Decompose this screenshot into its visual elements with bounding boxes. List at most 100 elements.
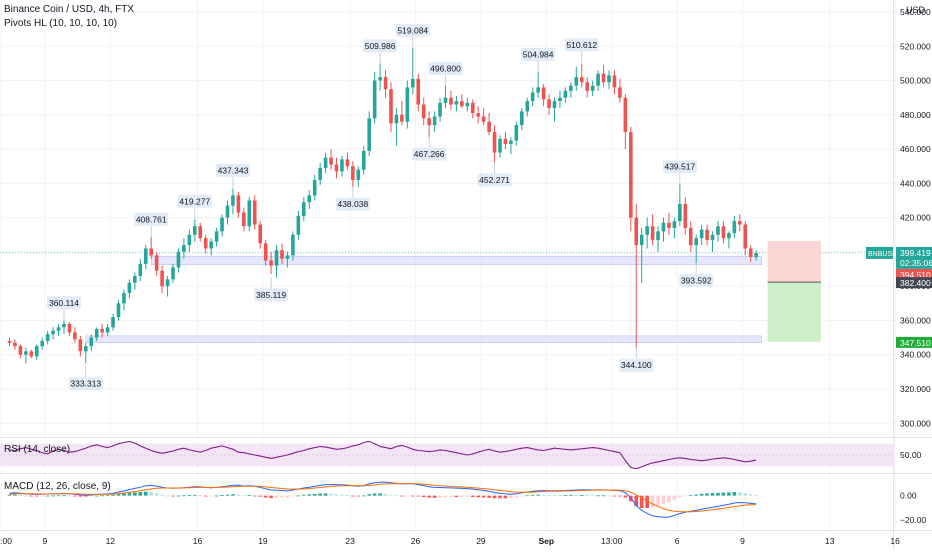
candle-body [563, 90, 568, 98]
macd-histogram-bar [552, 495, 557, 496]
macd-histogram-bar [100, 495, 104, 497]
x-tick-label: 9 [740, 536, 745, 546]
pivot-label-box [363, 39, 398, 53]
macd-histogram-bar [639, 495, 644, 509]
candle-body [171, 267, 175, 280]
macd-histogram-bar [650, 495, 655, 508]
macd-histogram-bar [302, 494, 306, 496]
macd-histogram-bar [607, 495, 611, 497]
macd-histogram-bar [280, 495, 284, 498]
x-tick-label: 9 [43, 536, 48, 546]
macd-histogram-bar [536, 494, 540, 496]
macd-histogram-bar [252, 495, 257, 497]
macd-histogram-bar [269, 495, 273, 499]
candle-body [105, 327, 110, 333]
candle-body [421, 104, 426, 119]
macd-tick-label: 0.00 [900, 491, 917, 501]
stop-loss-zone [767, 240, 821, 283]
x-tick-label: 23 [345, 536, 355, 546]
macd-histogram-bar [291, 495, 295, 497]
candle-body [547, 99, 551, 108]
candle-body [160, 270, 164, 287]
symbol-tag [866, 246, 893, 259]
macd-histogram-bar [122, 493, 126, 496]
macd-histogram-bar [743, 493, 748, 496]
candle-body [67, 323, 72, 333]
macd-histogram-bar [351, 495, 355, 497]
candle-body [509, 140, 513, 144]
candle-body [618, 87, 622, 98]
macd-histogram-bar [727, 492, 731, 496]
macd-histogram-bar [165, 495, 170, 497]
candle-body [738, 221, 742, 225]
y-tick-label: 540.000 [900, 7, 931, 17]
macd-histogram-bar [432, 495, 437, 498]
macd-histogram-bar [618, 495, 622, 497]
pivot-label-box [177, 194, 212, 208]
candle-body [596, 73, 600, 86]
rsi-label: RSI (14, close) [4, 444, 71, 455]
macd-histogram-bar [470, 495, 475, 497]
candle-body [541, 87, 546, 100]
candle-body [460, 101, 464, 107]
macd-histogram-bar [67, 495, 72, 497]
candle-body [607, 75, 611, 83]
macd-histogram-bar [24, 495, 28, 497]
take-profit-zone [767, 282, 821, 342]
countdown-label: 02:35:06 [900, 258, 932, 268]
pivot-label-box [395, 23, 430, 37]
macd-histogram-bar [329, 493, 333, 496]
macd-histogram-bar [182, 495, 186, 497]
macd-histogram-bar [127, 492, 132, 496]
candle-body [312, 179, 317, 196]
candle-body [629, 131, 633, 218]
candle-body [345, 159, 350, 167]
pivot-label: 496.800 [430, 64, 461, 74]
candle-body [73, 332, 77, 340]
candle-body [498, 138, 502, 153]
candle-body [203, 238, 208, 249]
symbol-tag-label: BNBUSD [868, 251, 897, 258]
macd-histogram-bar [111, 494, 115, 496]
macd-histogram-bar [590, 495, 595, 497]
macd-histogram-bar [754, 494, 758, 496]
candle-body [351, 166, 355, 180]
pivot-label: 360.114 [49, 298, 79, 308]
candle-body [585, 82, 589, 91]
macd-histogram-bar [438, 495, 442, 498]
pivot-label: 452.271 [479, 175, 510, 185]
macd-histogram-bar [416, 495, 421, 497]
candle-body [361, 150, 366, 170]
macd-histogram-bar [356, 495, 361, 497]
candle-body [536, 87, 540, 93]
macd-histogram-bar [312, 493, 317, 496]
candle-body [503, 138, 508, 144]
macd-histogram-bar [525, 495, 530, 497]
candle-body [694, 238, 698, 246]
candle-body [302, 202, 306, 216]
last-price-label: 399.419 [900, 248, 931, 258]
candle-body [111, 317, 115, 328]
x-tick-label: 13:00 [0, 536, 12, 546]
x-tick-label: 19 [258, 536, 268, 546]
macd-histogram-bar [503, 495, 508, 499]
entry-price-label: 382.400 [900, 278, 931, 288]
macd-histogram-bar [738, 492, 742, 496]
candle-body [100, 329, 104, 333]
pivot-label-box [679, 273, 714, 287]
macd-histogram-bar [394, 495, 399, 497]
pivot-label-box [564, 38, 599, 52]
candle-body [182, 245, 186, 252]
candle-body [699, 229, 704, 239]
macd-histogram-bar [62, 495, 66, 497]
macd-histogram-bar [214, 495, 219, 497]
macd-histogram-bar [487, 495, 491, 498]
macd-histogram-bar [367, 494, 371, 496]
candle-body [307, 195, 312, 203]
y-tick-label: 420.000 [900, 213, 931, 223]
candle-body [476, 113, 480, 117]
macd-histogram-bar [334, 494, 339, 496]
candle-body [552, 101, 557, 108]
